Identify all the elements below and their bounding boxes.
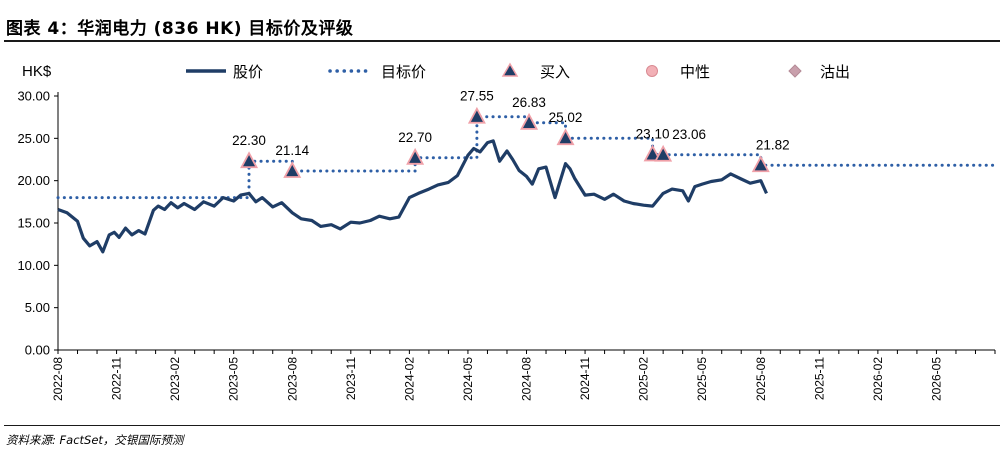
buy-marker [751, 155, 770, 173]
target-price-label: 27.55 [460, 89, 494, 104]
x-tick-label: 2023-05 [227, 357, 241, 401]
x-tick-label: 2023-08 [285, 357, 299, 401]
share-price-path [57, 139, 768, 254]
legend-neutral-marker [646, 65, 658, 77]
x-tick-label: 2023-02 [168, 357, 182, 401]
target-price-label: 21.82 [756, 137, 790, 152]
target-price-label: 25.02 [549, 110, 583, 125]
x-tick-label: 2025-02 [637, 357, 651, 401]
x-tick-label: 2025-11 [812, 357, 826, 400]
axes: 0.00 5.00 10.00 15.00 20.00 25.00 30.00 2022-08… [17, 89, 996, 401]
footer-rule [4, 425, 1000, 426]
x-tick-label: 2023-11 [344, 357, 358, 400]
x-tick-label: 2024-08 [520, 357, 534, 401]
x-tick-label: 2025-08 [754, 357, 768, 401]
legend-sell-marker [788, 64, 802, 78]
legend-target-label: 目标价 [381, 63, 426, 81]
x-tick-label: 2026-05 [929, 357, 943, 401]
y-tick-label: 0.00 [25, 343, 50, 358]
x-tick-label: 2024-11 [578, 357, 592, 400]
x-tick-label: 2022-11 [110, 357, 124, 400]
y-tick-label: 30.00 [17, 89, 50, 104]
buy-marker [643, 144, 662, 162]
legend-buy-marker [501, 62, 519, 77]
y-tick-label: 15.00 [17, 216, 50, 231]
target-price-label: 21.14 [275, 143, 309, 158]
target-price-label: 22.70 [398, 130, 432, 145]
buy-marker [654, 144, 673, 162]
buy-marker [406, 147, 425, 165]
buy-marker [240, 151, 259, 169]
source-note: 资料来源: FactSet，交银国际预测 [6, 433, 184, 447]
legend-neutral-label: 中性 [680, 63, 710, 81]
legend-price-label: 股价 [233, 63, 263, 81]
target-price-label: 23.10 [636, 126, 670, 141]
y-tick-label: 5.00 [25, 300, 50, 315]
buy-marker [283, 161, 302, 178]
x-tick-label: 2024-02 [402, 357, 416, 401]
buy-marker [520, 112, 539, 130]
y-tick-label: 25.00 [17, 131, 50, 146]
title-rule [4, 40, 1000, 42]
legend-sell-label: 沽出 [820, 63, 850, 81]
share-price-line [57, 139, 768, 254]
target-price-label: 23.06 [672, 127, 706, 142]
legend-buy-label: 买入 [540, 63, 570, 81]
x-tick-label: 2025-05 [695, 357, 709, 401]
legend: 股价 目标价 买入 中性 沽出 [186, 62, 850, 81]
figure-title: 图表 4：华润电力 (836 HK) 目标价及评级 [6, 19, 354, 39]
y-tick-label: 20.00 [17, 173, 50, 188]
rating-markers [240, 106, 770, 178]
x-tick-label: 2022-08 [51, 357, 65, 401]
x-tick-label: 2026-02 [871, 357, 885, 401]
y-tick-label: 10.00 [17, 258, 50, 273]
buy-marker [556, 128, 575, 146]
y-axis-label: HK$ [22, 63, 52, 80]
x-tick-label: 2024-05 [461, 357, 475, 401]
target-price-label: 22.30 [232, 133, 266, 148]
target-price-label: 26.83 [512, 95, 546, 110]
buy-marker [467, 106, 486, 124]
